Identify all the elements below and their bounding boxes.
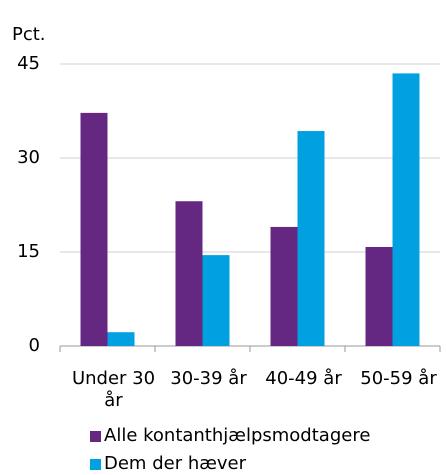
bar — [80, 112, 108, 346]
y-axis-label: Pct. — [12, 24, 46, 45]
legend-swatch — [90, 458, 101, 470]
y-tick-label: 15 — [17, 241, 40, 262]
y-tick-label: 30 — [17, 147, 40, 168]
legend-item: Dem der hæver — [90, 453, 246, 475]
y-tick-label: 45 — [17, 53, 40, 74]
x-tick-label: Under 30 år — [71, 368, 156, 411]
x-tick-label: 40-49 år — [265, 368, 342, 389]
bar — [107, 332, 135, 346]
x-tick-label: 50-59 år — [360, 368, 437, 389]
legend-label: Dem der hæver — [104, 453, 247, 474]
legend-swatch — [90, 430, 101, 442]
legend-label: Alle kontanthjælpsmodtagere — [104, 425, 371, 446]
x-tick-label: 30-39 år — [170, 368, 247, 389]
bar — [175, 201, 203, 346]
bar — [392, 73, 420, 347]
bar — [202, 255, 230, 346]
bar — [297, 131, 325, 346]
bar — [365, 246, 393, 346]
y-tick-label: 0 — [29, 335, 40, 356]
legend-item: Alle kontanthjælpsmodtagere — [90, 425, 370, 447]
bar — [270, 226, 298, 346]
